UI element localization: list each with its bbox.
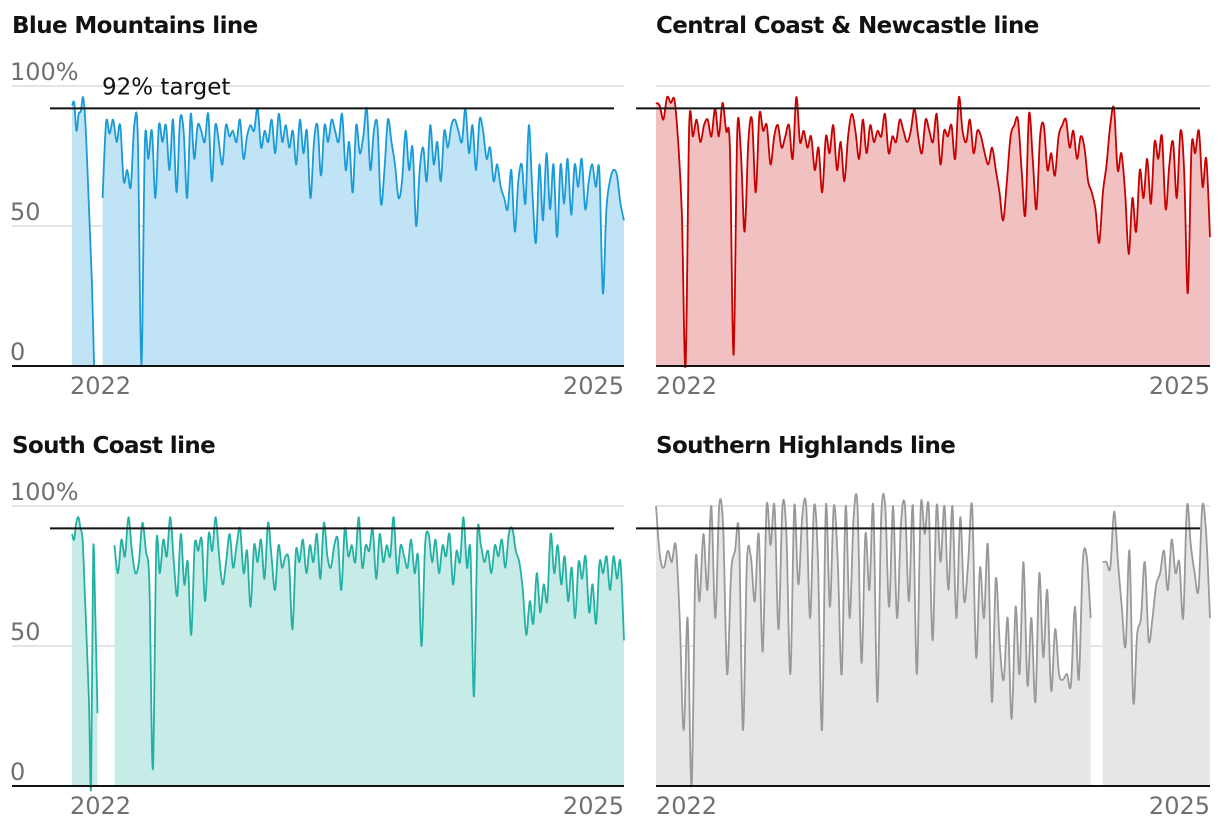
chart-title: South Coast line: [12, 433, 215, 459]
y-tick-label: 50: [10, 198, 41, 226]
x-tick-label: 2025: [1149, 372, 1210, 400]
chart-panel-3: Southern Highlands line 2022 2025: [636, 433, 1211, 820]
x-tick-label: 2022: [656, 372, 717, 400]
series-line-1: [1102, 502, 1211, 705]
x-tick-label: 2025: [1149, 792, 1210, 820]
y-tick-label: 0: [10, 758, 25, 786]
y-tick-label: 100%: [10, 478, 79, 506]
x-tick-label: 2025: [563, 372, 624, 400]
chart-panel-2: South Coast line 100% 50 0 2022 2025: [10, 433, 625, 820]
series-area-1: [1102, 503, 1210, 786]
chart-panel-0: Blue Mountains line 92% target 100% 50 0 2022…: [10, 13, 625, 400]
x-tick-label: 2025: [563, 792, 624, 820]
y-tick-label: 0: [10, 338, 25, 366]
series-area-0: [72, 97, 95, 366]
x-tick-label: 2022: [70, 372, 131, 400]
chart-title: Blue Mountains line: [12, 13, 258, 39]
x-tick-label: 2022: [656, 792, 717, 820]
series-line-0: [655, 95, 1211, 368]
series-line-1: [113, 516, 625, 771]
series-line-1: [101, 106, 625, 367]
series-line-0: [655, 492, 1092, 787]
series-line-0: [71, 96, 95, 367]
chart-title: Southern Highlands line: [656, 433, 955, 459]
series-area-1: [114, 517, 624, 786]
series-area-0: [656, 96, 1210, 368]
series-area-0: [656, 493, 1091, 787]
x-tick-label: 2022: [70, 792, 131, 820]
series-area-0: [72, 517, 98, 791]
y-tick-label: 50: [10, 618, 41, 646]
series-line-0: [71, 516, 99, 792]
series-area-1: [102, 107, 625, 367]
target-label: 92% target: [102, 74, 230, 100]
chart-panel-1: Central Coast & Newcastle line 2022 2025: [636, 13, 1211, 400]
chart-title: Central Coast & Newcastle line: [656, 13, 1039, 39]
y-tick-label: 100%: [10, 58, 79, 86]
